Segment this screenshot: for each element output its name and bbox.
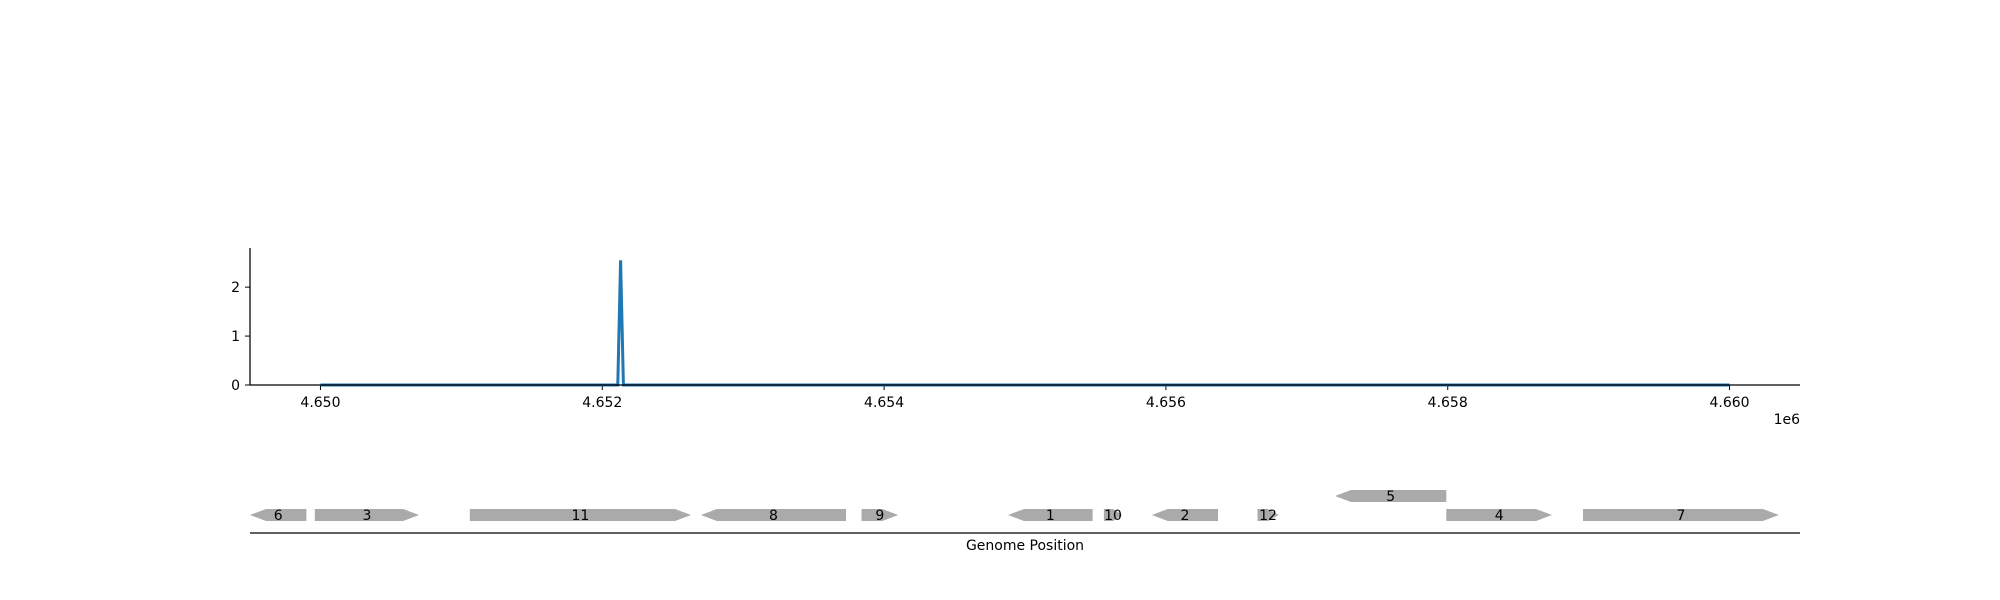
- gene-arrow: [861, 509, 899, 521]
- gene-label: 5: [1386, 489, 1395, 505]
- gene-arrow: [1151, 509, 1219, 521]
- x-tick-label: 4.660: [1709, 395, 1749, 411]
- signal-panel: 4.650 4.652 4.654 4.656 4.658 4.660 0 1 2 1e6: [231, 248, 1800, 428]
- gene-track-x-axis-label: Genome Position: [966, 538, 1084, 554]
- signal-tick-layer: 4.650 4.652 4.654 4.656 4.658 4.660 0 1 2: [231, 280, 1750, 411]
- x-offset-label: 1e6: [1774, 412, 1801, 428]
- gene-arrow: [469, 509, 692, 521]
- signal-series-line: [320, 260, 1730, 387]
- gene-track-panel: 6 3 11 8 9 1 10 2 12 5 4 7 Genome Position: [250, 489, 1800, 554]
- gene-arrow: [1335, 490, 1447, 502]
- gene-label: 7: [1676, 508, 1685, 524]
- gene-label: 11: [572, 508, 590, 524]
- gene-label: 12: [1259, 508, 1277, 524]
- gene-layer: 6 3 11 8 9 1 10 2 12 5 4 7: [250, 489, 1779, 524]
- gene-arrow: [1103, 509, 1123, 521]
- gene-label: 1: [1046, 508, 1055, 524]
- y-tick-label: 2: [231, 280, 240, 296]
- gene-arrow: [250, 509, 307, 521]
- x-tick-label: 4.654: [864, 395, 904, 411]
- x-tick-label: 4.652: [582, 395, 622, 411]
- gene-arrow: [700, 509, 847, 521]
- y-tick-label: 0: [231, 378, 240, 394]
- gene-arrow: [1257, 509, 1279, 521]
- gene-arrow: [1008, 509, 1093, 521]
- x-tick-label: 4.650: [300, 395, 340, 411]
- gene-label: 3: [362, 508, 371, 524]
- x-tick-label: 4.658: [1428, 395, 1468, 411]
- gene-label: 9: [875, 508, 884, 524]
- gene-arrow: [1583, 509, 1779, 521]
- gene-arrow: [314, 509, 420, 521]
- gene-arrow: [1446, 509, 1552, 521]
- gene-label: 4: [1495, 508, 1504, 524]
- gene-label: 6: [274, 508, 283, 524]
- gene-label: 2: [1180, 508, 1189, 524]
- gene-label: 8: [769, 508, 778, 524]
- y-tick-label: 1: [231, 329, 240, 345]
- gene-label: 10: [1104, 508, 1122, 524]
- x-tick-label: 4.656: [1146, 395, 1186, 411]
